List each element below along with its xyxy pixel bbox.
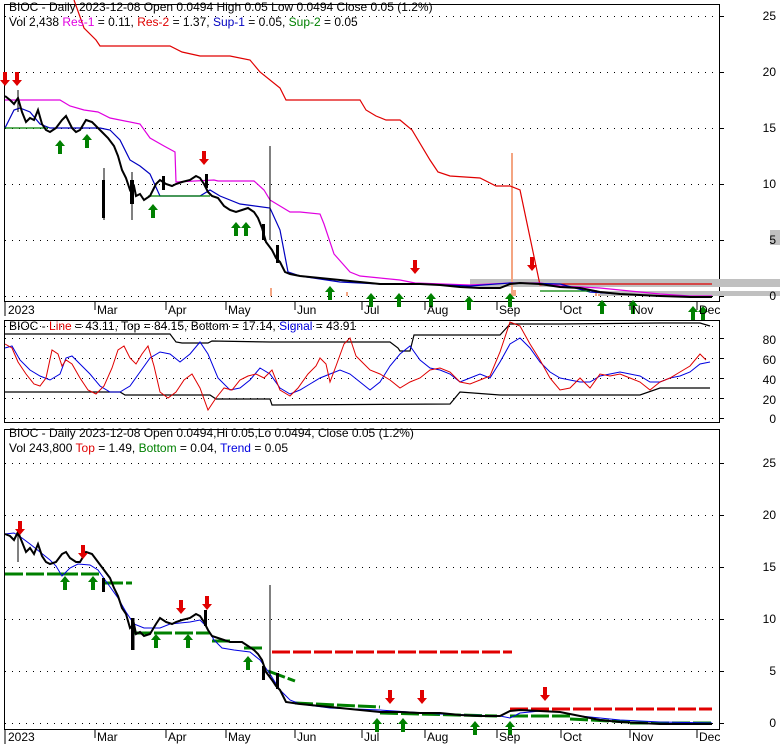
x-label: Aug (427, 730, 449, 744)
x-label: Sep (499, 730, 521, 744)
x-label: May (228, 730, 251, 744)
x-label: Oct (563, 303, 582, 317)
sup2-label: Sup-2 (288, 15, 321, 29)
y-tick: 0 (769, 716, 776, 730)
y-tick: 10 (762, 612, 776, 626)
y-tick: 10 (762, 177, 776, 191)
x-label: Apr (168, 730, 187, 744)
sup1-value: = 0.05, (244, 15, 289, 29)
y-tick: 80 (762, 333, 776, 347)
price-chart-top (0, 0, 780, 320)
x-label: Aug (427, 303, 449, 317)
x-label: Mar (97, 303, 118, 317)
x-label: Jun (297, 730, 317, 744)
res2-value: = 1.37, (169, 15, 213, 29)
y-tick: 60 (762, 353, 776, 367)
x-label: Jul (364, 303, 380, 317)
y-tick: 20 (762, 508, 776, 522)
x-label: Apr (168, 303, 187, 317)
sell-arrows (0, 72, 537, 274)
oscillator-chart (4, 320, 724, 423)
y-tick: 15 (762, 560, 776, 574)
x-label: 2023 (8, 730, 35, 744)
sup2-value: = 0.05 (320, 15, 358, 29)
sup1-label: Sup-1 (212, 15, 245, 29)
chart-title-top: BIOC - Daily 2023-12-08 Open 0.0494 High… (9, 0, 433, 14)
x-label: Dec (699, 303, 721, 317)
x-label: Mar (97, 730, 118, 744)
bottom-value: = 0.04, (176, 441, 221, 455)
x-label: Nov (632, 730, 654, 744)
chart-title-bottom: BIOC - Daily 2023-12-08 Open 0.0494,Hi 0… (9, 426, 414, 440)
y-tick: 25 (762, 456, 776, 470)
line-value: = 43.11, Top = 84.15, Bottom = 17.14, (71, 319, 280, 333)
chart-legend-bottom: Vol 243,800 Top = 1.49, Bottom = 0.04, T… (9, 442, 288, 455)
x-label: Jul (364, 730, 380, 744)
y-tick: 5 (769, 664, 776, 678)
y-tick: 20 (762, 65, 776, 79)
res2-label: Res-2 (137, 15, 170, 29)
trend-value: = 0.05 (250, 441, 289, 455)
buy-arrows-bottom (60, 576, 515, 735)
y-tick: 25 (762, 9, 776, 23)
x-label: Jun (297, 303, 317, 317)
oscillator-legend: BIOC - Line = 43.11, Top = 84.15, Bottom… (9, 320, 356, 333)
y-tick: 5 (769, 233, 776, 247)
price-chart-bottom (4, 429, 724, 744)
y-tick: 0 (769, 412, 776, 426)
y-tick: 40 (762, 373, 776, 387)
line-label: Line (49, 319, 72, 333)
chart-legend-top: Vol 2,438 Res-1 = 0.11, Res-2 = 1.37, Su… (9, 16, 358, 29)
y-tick: 20 (762, 393, 776, 407)
osc-prefix: BIOC - (9, 319, 50, 333)
signal-label: Signal (279, 319, 313, 333)
volume-label: Vol 243,800 (9, 441, 76, 455)
price-panel-top: BIOC - Daily 2023-12-08 Open 0.0494 High… (0, 0, 780, 320)
x-label: Dec (699, 730, 721, 744)
trend-label: Trend (220, 441, 251, 455)
y-tick: 0 (769, 289, 776, 303)
x-label: May (228, 303, 251, 317)
top-value: = 1.49, (94, 441, 139, 455)
sell-arrows-bottom (15, 521, 550, 704)
x-label: 2023 (8, 303, 35, 317)
res1-value: = 0.11, (94, 15, 138, 29)
top-label: Top (75, 441, 95, 455)
volume-label: Vol 2,438 (9, 15, 63, 29)
x-label: Oct (563, 730, 582, 744)
bottom-label: Bottom (138, 441, 177, 455)
x-label: Nov (632, 303, 654, 317)
y-tick: 15 (762, 121, 776, 135)
price-panel-bottom: BIOC - Daily 2023-12-08 Open 0.0494,Hi 0… (0, 426, 780, 745)
oscillator-panel: BIOC - Line = 43.11, Top = 84.15, Bottom… (0, 318, 780, 428)
signal-value: = 43.91 (312, 319, 357, 333)
res1-label: Res-1 (62, 15, 95, 29)
x-label: Sep (499, 303, 521, 317)
buy-arrows (55, 134, 708, 320)
